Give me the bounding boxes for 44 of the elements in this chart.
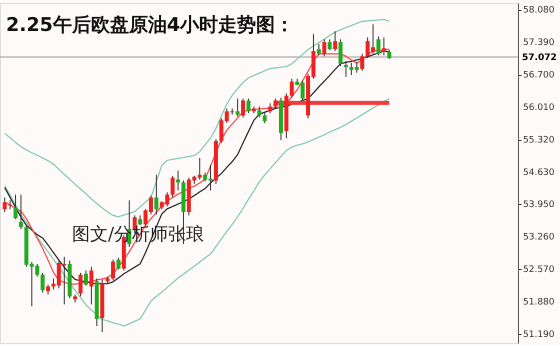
candlestick (116, 257, 120, 270)
candlestick (268, 102, 272, 114)
candlestick (138, 214, 142, 226)
candlestick (262, 112, 267, 124)
candlestick (89, 266, 94, 305)
line-series (4, 98, 390, 327)
y-tick-label: 53.260 (523, 232, 555, 243)
candlestick (360, 53, 364, 72)
candlestick (322, 38, 326, 57)
candlestick (154, 174, 158, 215)
y-tick-label: 53.950 (523, 200, 555, 210)
candlestick (316, 43, 321, 56)
y-tick-label: 56.010 (523, 103, 555, 114)
text: 2.25午后欧盘原油4小时走势图： (6, 14, 294, 36)
candlestick (382, 36, 386, 56)
y-tick-label: 51.880 (523, 298, 555, 308)
candlestick (376, 36, 380, 56)
y-tick-label: 55.320 (523, 136, 555, 146)
y-tick-label: 56.700 (523, 70, 555, 81)
candlestick (78, 272, 83, 297)
candlestick (18, 194, 23, 230)
candlestick (257, 106, 262, 118)
y-tick-label: 52.570 (523, 265, 555, 276)
candlestick (46, 284, 50, 295)
candlestick (84, 270, 88, 286)
candlestick (14, 194, 18, 220)
candlestick (338, 38, 343, 67)
candlestick (333, 30, 338, 52)
ref-line-label: 57.072 (522, 53, 557, 64)
y-tick-label: 58.080 (523, 6, 555, 16)
y-tick-label: 54.630 (523, 168, 555, 178)
candlestick (344, 60, 348, 78)
y-tick-label: 57.390 (523, 38, 555, 48)
candlestick (111, 259, 116, 281)
candlestick (328, 38, 332, 51)
y-tick-label: 51.190 (523, 330, 555, 340)
candlestick (274, 98, 278, 109)
candlestick (236, 98, 240, 117)
candlestick (290, 78, 294, 98)
candlestick (241, 98, 246, 118)
candlestick (246, 98, 250, 114)
candlestick (176, 170, 180, 191)
candlestick (170, 175, 175, 198)
candlestick (40, 272, 45, 294)
